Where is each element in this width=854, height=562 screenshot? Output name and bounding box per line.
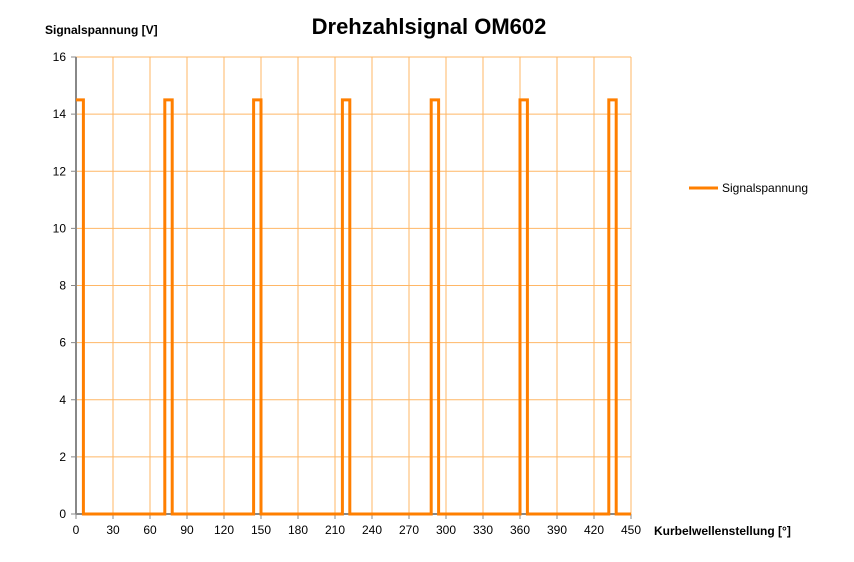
x-tick-label: 150 bbox=[251, 523, 271, 537]
y-tick-label: 0 bbox=[59, 507, 66, 521]
y-axis-label: Signalspannung [V] bbox=[45, 23, 158, 37]
chart-title: Drehzahlsignal OM602 bbox=[312, 14, 547, 39]
x-tick-label: 90 bbox=[180, 523, 194, 537]
y-tick-label: 14 bbox=[53, 107, 67, 121]
x-tick-label: 300 bbox=[436, 523, 456, 537]
x-tick-label: 420 bbox=[584, 523, 604, 537]
y-tick-label: 8 bbox=[59, 279, 66, 293]
x-tick-label: 0 bbox=[73, 523, 80, 537]
x-tick-label: 330 bbox=[473, 523, 493, 537]
x-tick-label: 270 bbox=[399, 523, 419, 537]
y-tick-label: 16 bbox=[53, 50, 67, 64]
legend-label: Signalspannung bbox=[722, 181, 808, 195]
x-tick-label: 360 bbox=[510, 523, 530, 537]
y-tick-label: 12 bbox=[53, 164, 67, 178]
series-line bbox=[76, 98, 631, 516]
y-tick-label: 4 bbox=[59, 393, 66, 407]
x-tick-label: 120 bbox=[214, 523, 234, 537]
x-tick-label: 240 bbox=[362, 523, 382, 537]
y-tick-label: 2 bbox=[59, 450, 66, 464]
x-tick-label: 180 bbox=[288, 523, 308, 537]
y-tick-label: 10 bbox=[53, 221, 67, 235]
x-tick-label: 390 bbox=[547, 523, 567, 537]
x-tick-label: 30 bbox=[106, 523, 120, 537]
x-tick-label: 450 bbox=[621, 523, 641, 537]
x-tick-label: 210 bbox=[325, 523, 345, 537]
x-tick-label: 60 bbox=[143, 523, 157, 537]
y-tick-label: 6 bbox=[59, 336, 66, 350]
x-axis-label: Kurbelwellenstellung [°] bbox=[654, 524, 791, 538]
